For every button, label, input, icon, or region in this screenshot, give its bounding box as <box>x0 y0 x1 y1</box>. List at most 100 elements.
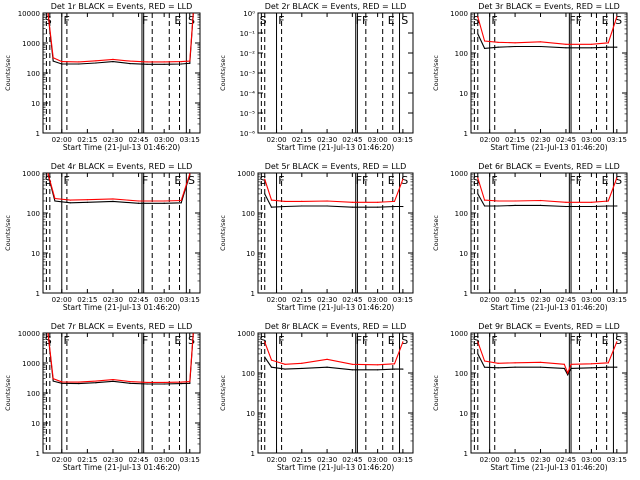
series-point-events <box>402 368 404 370</box>
plot-frame <box>470 12 628 134</box>
x-tick-label: 03:00 <box>368 136 388 144</box>
plot-frame <box>42 172 201 294</box>
x-tick-label: 02:15 <box>505 136 525 144</box>
series-point-lld <box>565 201 567 203</box>
x-tick-label: 02:45 <box>342 136 362 144</box>
series-point-events <box>326 205 328 207</box>
marker-label: E <box>174 334 181 347</box>
series-point-lld <box>61 60 63 63</box>
series-point-lld <box>180 60 182 63</box>
y-tick-label: 1000 <box>237 170 255 178</box>
y-tick-label: 10⁻³ <box>240 70 256 78</box>
x-tick-label: 03:00 <box>154 136 174 144</box>
series-point-events <box>607 205 609 207</box>
x-tick-label: 02:45 <box>342 456 362 464</box>
marker-label: FF <box>356 14 369 27</box>
y-tick-label: 10⁻² <box>240 50 256 58</box>
series-point-events <box>497 367 499 369</box>
series-point-lld <box>54 197 56 200</box>
x-tick-label: 02:15 <box>505 296 525 304</box>
chart-panel-3: Det 3r BLACK = Events, RED = LLD 1 10 100 10… <box>432 2 628 152</box>
series-point-events <box>69 202 71 204</box>
series-point-lld <box>112 378 114 381</box>
panel-title: Det 4r BLACK = Events, RED = LLD <box>51 162 193 171</box>
x-tick-label: 03:00 <box>581 456 601 464</box>
x-tick-label: 02:00 <box>266 136 286 144</box>
x-tick-label: 03:15 <box>393 456 413 464</box>
series-point-lld <box>270 359 273 361</box>
marker-label: F <box>63 334 69 347</box>
series-line-lld <box>264 341 404 366</box>
series-point-lld <box>514 42 516 44</box>
y-tick-label: 100 <box>242 210 255 218</box>
series-point-events <box>78 63 80 65</box>
series-point-lld <box>69 199 71 201</box>
series-point-events <box>86 201 88 203</box>
y-tick-label: 100 <box>455 50 468 58</box>
marker-label: S <box>188 14 195 27</box>
series-point-lld <box>402 341 404 343</box>
series-point-events <box>326 366 328 368</box>
y-tick-label: 1000 <box>450 330 468 338</box>
marker-label: S <box>401 14 408 27</box>
y-tick-label: 1 <box>464 130 468 138</box>
marker-label: S <box>401 174 408 187</box>
y-axis-label: Counts/sec <box>219 215 227 251</box>
panel-title: Det 3r BLACK = Events, RED = LLD <box>478 2 620 11</box>
series-point-lld <box>497 41 499 43</box>
plot-frame <box>257 332 414 454</box>
series-point-lld <box>483 40 486 42</box>
series-point-lld <box>192 333 194 335</box>
series-point-lld <box>146 381 148 384</box>
series-point-events <box>301 367 303 370</box>
series-point-lld <box>270 199 273 201</box>
series-line-lld <box>264 179 404 203</box>
y-tick-label: 1000 <box>450 170 468 178</box>
x-tick-label: 03:15 <box>180 136 200 144</box>
marker-label: F <box>63 14 69 27</box>
series-point-events <box>52 380 54 382</box>
series-line-lld <box>47 13 194 63</box>
y-tick-label: 100 <box>242 370 255 378</box>
series-point-events <box>477 193 479 195</box>
y-tick-label: 10⁻⁴ <box>240 90 256 98</box>
series-point-events <box>52 60 54 62</box>
series-point-events <box>616 366 618 368</box>
y-tick-label: 10 <box>459 90 468 98</box>
series-point-events <box>112 200 114 202</box>
series-line-events <box>477 193 617 208</box>
series-point-lld <box>301 362 303 364</box>
series-point-events <box>351 369 353 371</box>
y-tick-label: 1 <box>251 450 255 458</box>
marker-label: F <box>278 174 284 187</box>
x-axis-label: Start Time (21-Jul-13 01:46:20) <box>63 143 180 152</box>
series-point-events <box>78 383 80 385</box>
x-tick-label: 02:30 <box>530 296 550 304</box>
marker-label: E <box>174 14 181 27</box>
plot-frame <box>470 172 628 294</box>
marker-label: S <box>45 174 52 187</box>
series-line-events <box>47 14 194 65</box>
series-point-lld <box>497 200 499 202</box>
series-point-lld <box>189 60 191 62</box>
panel-title: Det 5r BLACK = Events, RED = LLD <box>265 162 407 171</box>
marker-label: F <box>491 174 497 187</box>
x-axis-label: Start Time (21-Jul-13 01:46:20) <box>277 463 394 472</box>
series-point-lld <box>351 363 353 365</box>
series-point-lld <box>539 41 542 43</box>
series-point-events <box>180 202 182 204</box>
marker-label: FF <box>569 14 582 27</box>
y-tick-label: 10 <box>31 100 40 108</box>
series-point-events <box>616 205 618 207</box>
series-point-lld <box>163 61 165 63</box>
x-tick-label: 02:00 <box>480 136 500 144</box>
x-tick-label: 02:30 <box>103 456 123 464</box>
x-axis-label: Start Time (21-Jul-13 01:46:20) <box>277 303 394 312</box>
marker-label: F <box>278 334 284 347</box>
series-point-events <box>146 383 148 385</box>
series-point-events <box>270 366 273 368</box>
series-point-events <box>377 369 379 371</box>
series-point-events <box>270 206 273 208</box>
series-point-lld <box>539 199 542 202</box>
series-point-lld <box>616 177 618 179</box>
